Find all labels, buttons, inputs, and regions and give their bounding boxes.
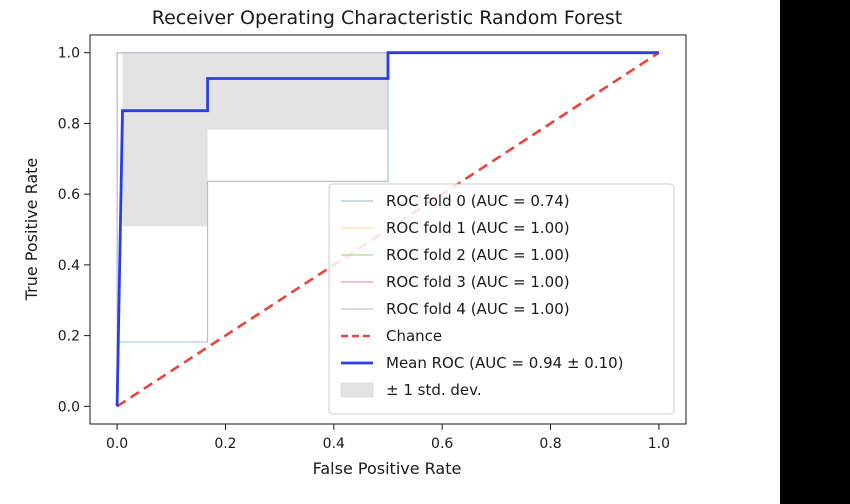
mean-roc-line [115,51,659,407]
legend-entry-fold-1-label: ROC fold 1 (AUC = 1.00) [386,219,570,237]
y-tick-label: 0.2 [58,329,80,345]
axes: 0.0 0.2 0.4 0.6 0.8 1.0 0.0 0.2 0.4 0.6 0.8 1.0 [58,34,687,452]
legend-entry-std-swatch [340,382,374,398]
legend-entry-chance-label: Chance [386,327,442,345]
x-tick-label: 0.8 [539,436,561,452]
legend-entry-fold-2-label: ROC fold 2 (AUC = 1.00) [386,246,570,264]
x-tick-label: 0.4 [323,436,345,452]
black-side-panel [780,0,850,504]
std-dev-band [122,52,388,227]
axes-frame [89,34,687,425]
roc-chart-svg: Receiver Operating Characteristic Random… [22,7,687,478]
legend: ROC fold 0 (AUC = 0.74) ROC fold 1 (AUC =… [328,183,675,415]
roc-chart: Receiver Operating Characteristic Random… [22,7,687,478]
y-tick-label: 0.6 [58,187,80,203]
x-axis-label: False Positive Rate [313,459,462,478]
legend-box [328,183,675,415]
y-axis-label: True Positive Rate [22,158,41,302]
legend-entry-std-label: ± 1 std. dev. [386,381,482,399]
legend-entry-mean-label: Mean ROC (AUC = 0.94 ± 0.10) [386,354,624,372]
legend-entry-fold-4-label: ROC fold 4 (AUC = 1.00) [386,300,570,318]
x-tick-label: 1.0 [648,436,670,452]
legend-entry-fold-0-label: ROC fold 0 (AUC = 0.74) [386,192,570,210]
y-tick-label: 0.8 [58,116,80,132]
y-tick-label: 1.0 [58,46,80,62]
chart-title: Receiver Operating Characteristic Random… [152,7,622,29]
x-tick-label: 0.6 [431,436,453,452]
y-tick-label: 0.0 [58,399,80,415]
y-tick-label: 0.4 [58,258,80,274]
x-tick-label: 0.2 [214,436,236,452]
legend-entry-fold-3-label: ROC fold 3 (AUC = 1.00) [386,273,570,291]
x-tick-label: 0.0 [106,436,128,452]
